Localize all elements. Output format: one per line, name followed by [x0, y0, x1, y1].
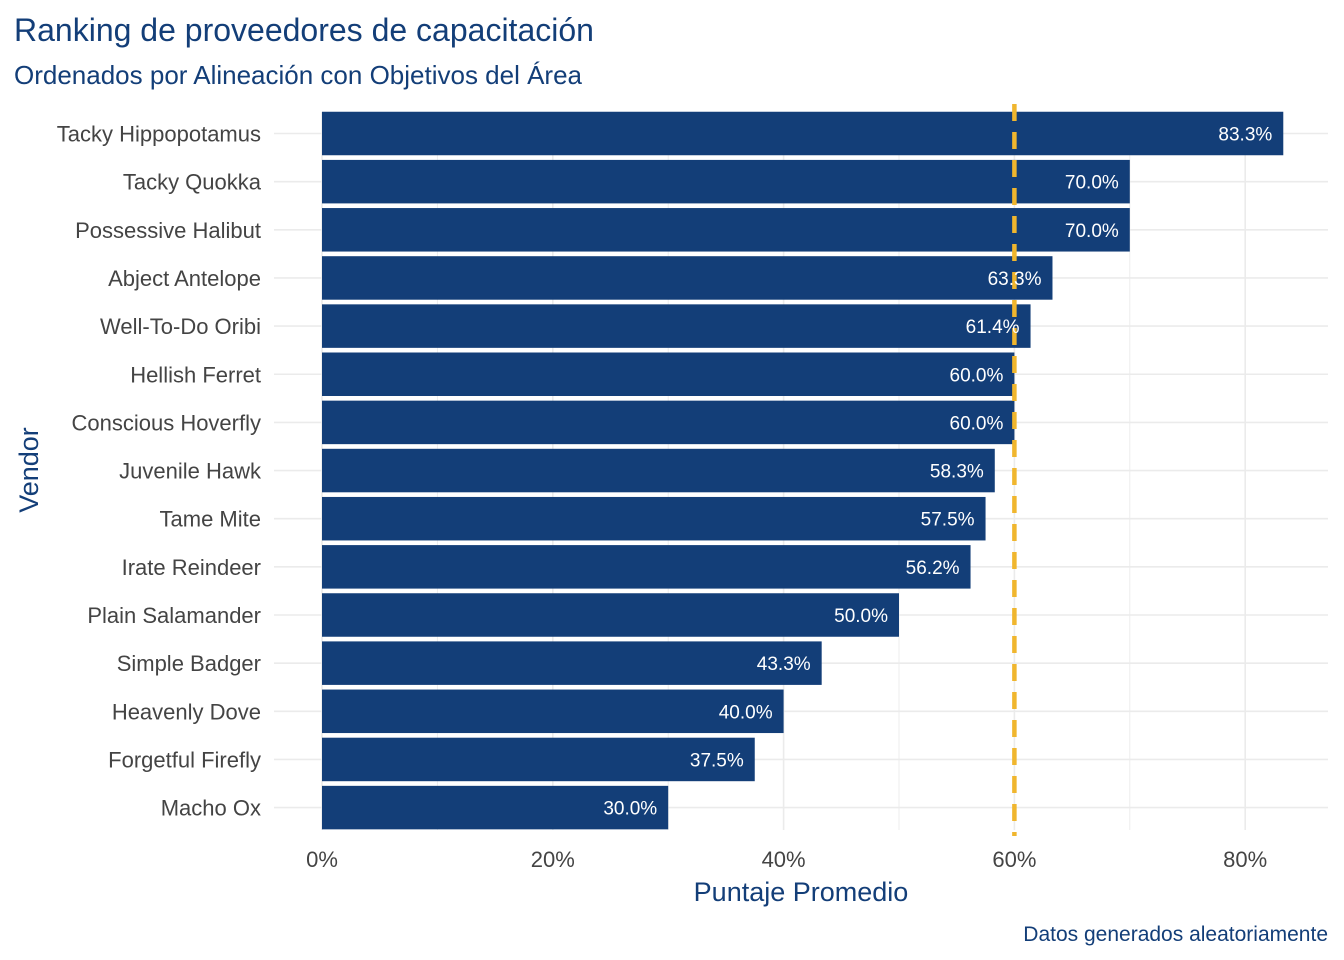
y-axis-title: Vendor [14, 427, 44, 513]
x-tick-label: 20% [531, 847, 575, 872]
bar-value-label: 30.0% [603, 799, 657, 820]
x-tick-label: 80% [1223, 847, 1267, 872]
bar-value-label: 43.3% [757, 654, 811, 675]
y-tick-label: Possessive Halibut [75, 218, 261, 243]
y-tick-label: Abject Antelope [108, 266, 261, 291]
bar [322, 208, 1130, 252]
bar-value-label: 60.0% [950, 365, 1004, 386]
bar-value-label: 40.0% [719, 702, 773, 723]
bar-value-label: 50.0% [834, 606, 888, 627]
y-tick-label: Heavenly Dove [112, 699, 261, 724]
y-tick-label: Tacky Hippopotamus [57, 122, 261, 147]
bar [322, 689, 784, 734]
bar-value-label: 37.5% [690, 750, 744, 771]
bar-value-label: 63.3% [988, 269, 1042, 290]
bar [322, 641, 822, 685]
x-tick-label: 40% [762, 847, 806, 872]
y-tick-label: Hellish Ferret [130, 362, 261, 387]
y-tick-label: Well-To-Do Oribi [100, 314, 261, 339]
y-tick-label-layer: Tacky Hippopotamus Tacky Quokka Possessive… [57, 122, 262, 821]
y-tick-label: Juvenile Hawk [119, 459, 262, 484]
chart-caption: Datos generados aleatoriamente [1023, 923, 1328, 946]
bar-label-layer: 83.3% 70.0% 70.0% 63.3% 61.4% 60.0% 60.0% 58.3%… [603, 125, 1272, 820]
y-tick-label: Forgetful Firefly [108, 747, 261, 772]
y-tick-label: Macho Ox [161, 796, 261, 821]
bar [322, 448, 995, 493]
bar [322, 496, 986, 541]
x-tick-label-layer: 0% 20% 40% 60% 80% [306, 847, 1267, 872]
chart-title: Ranking de proveedores de capacitación [14, 12, 594, 48]
bar [322, 304, 1031, 348]
y-tick-label: Plain Salamander [87, 603, 261, 628]
x-axis-title: Puntaje Promedio [694, 877, 909, 907]
bar [322, 737, 755, 782]
bar-value-label: 60.0% [950, 413, 1004, 434]
bar [322, 545, 971, 589]
bar [322, 400, 1015, 445]
bar-layer [322, 111, 1284, 830]
bar [322, 785, 669, 830]
bar-value-label: 70.0% [1065, 221, 1119, 242]
y-tick-label: Tacky Quokka [123, 170, 262, 195]
x-tick-label: 60% [992, 847, 1036, 872]
bar-value-label: 61.4% [966, 317, 1020, 338]
bar-value-label: 70.0% [1065, 173, 1119, 194]
bar [322, 111, 1284, 156]
bar-value-label: 83.3% [1218, 125, 1272, 146]
y-tick-label: Conscious Hoverfly [71, 410, 261, 435]
bar [322, 593, 899, 637]
bar [322, 352, 1015, 396]
y-tick-label: Tame Mite [160, 507, 261, 532]
bar-value-label: 57.5% [921, 510, 975, 531]
chart-subtitle: Ordenados por Alineación con Objetivos d… [14, 60, 583, 90]
bar-value-label: 58.3% [930, 462, 984, 483]
bar-value-label: 56.2% [906, 558, 960, 579]
y-tick-label: Simple Badger [117, 651, 261, 676]
x-tick-label: 0% [306, 847, 338, 872]
bar [322, 159, 1130, 204]
y-tick-label: Irate Reindeer [122, 555, 261, 580]
bar [322, 256, 1053, 300]
